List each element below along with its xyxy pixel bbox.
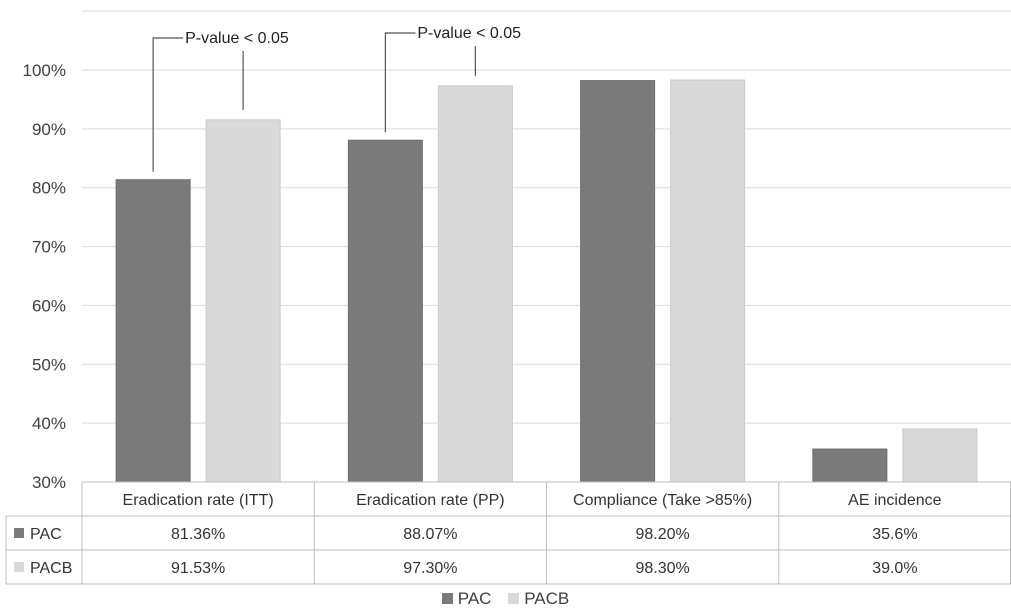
annotation-pvalue: P-value < 0.05 (185, 30, 289, 47)
legend-label-pacb: PACB (524, 589, 570, 608)
y-tick-label: 80% (32, 179, 66, 198)
table-value: 97.30% (403, 560, 457, 577)
bar-chart: 30% 40% 50% 60% 70% 80% 90% 100% Eradication rat… (5, 10, 1011, 585)
annotation-leader (384, 32, 416, 133)
y-tick-label: 50% (32, 355, 66, 374)
category-label: Eradication rate (PP) (356, 492, 505, 509)
table-value: 88.07% (403, 526, 457, 543)
y-tick-label: 30% (32, 473, 66, 492)
legend: PAC PACB (0, 589, 1011, 609)
table-swatch-pac (14, 528, 24, 538)
y-tick-label: 70% (32, 238, 66, 257)
table-value: 35.6% (872, 526, 917, 543)
table-value: 91.53% (171, 560, 225, 577)
table-series-name: PACB (30, 560, 72, 577)
legend-swatch-pacb (508, 593, 520, 604)
category-label: Eradication rate (ITT) (123, 492, 274, 509)
legend-swatch-pac (441, 593, 453, 604)
legend-item-pac: PAC (441, 589, 492, 609)
y-tick-label: 60% (32, 296, 66, 315)
bar-pac-4 (812, 448, 888, 483)
bar-pacb-3 (670, 79, 746, 483)
y-tick-label: 40% (32, 414, 66, 433)
annotation-pvalue: P-value < 0.05 (417, 25, 521, 42)
table-value: 81.36% (171, 526, 225, 543)
table-swatch-pacb (14, 562, 24, 572)
category-label: AE incidence (848, 492, 941, 509)
annotation-leader (152, 37, 184, 172)
bar-pacb-2 (437, 85, 513, 483)
bar-pac-2 (347, 139, 423, 483)
y-tick-label: 90% (32, 120, 66, 139)
bar-pac-1 (115, 179, 191, 483)
bar-pacb-4 (902, 428, 978, 483)
table-value: 98.20% (635, 526, 689, 543)
legend-item-pacb: PACB (508, 589, 569, 609)
legend-label-pac: PAC (457, 589, 492, 608)
bar-pacb-1 (205, 119, 281, 483)
table-value: 39.0% (872, 560, 917, 577)
bar-pac-3 (580, 80, 656, 483)
table-value: 98.30% (635, 560, 689, 577)
table-series-name: PAC (30, 526, 62, 543)
y-tick-label: 100% (23, 61, 66, 80)
category-label: Compliance (Take >85%) (573, 492, 752, 509)
